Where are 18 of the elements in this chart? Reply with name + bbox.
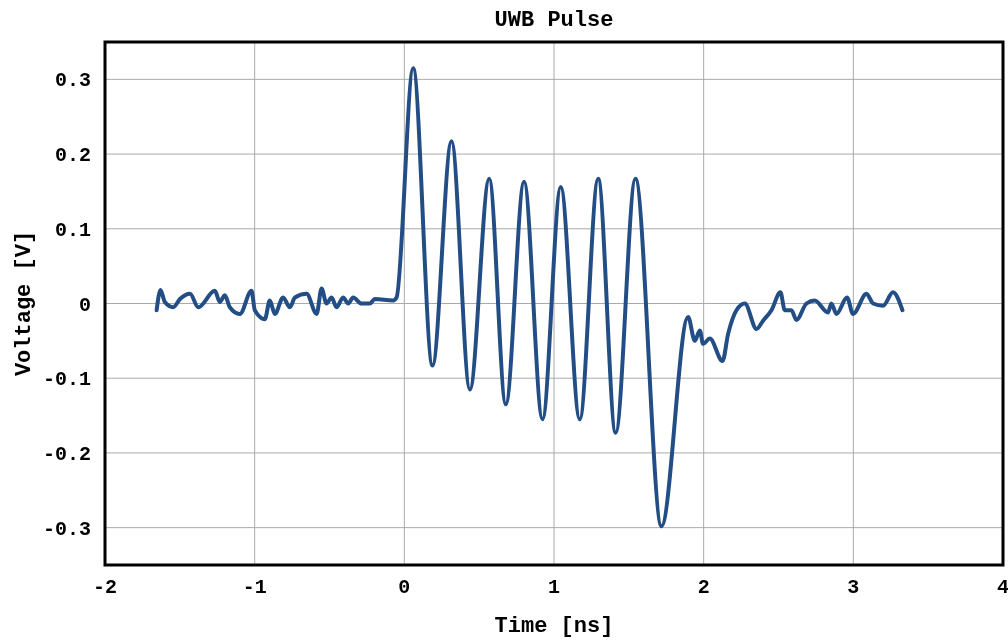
x-axis-title: Time [ns] (494, 614, 614, 639)
line-series (154, 66, 905, 529)
x-tick-label: 2 (697, 576, 710, 599)
x-tick-label: 4 (996, 576, 1008, 599)
x-tick-label: -1 (242, 576, 267, 599)
y-tick-label: 0.1 (54, 218, 91, 242)
y-tick-label: -0.2 (42, 442, 91, 466)
y-tick-label: 0.2 (54, 144, 91, 168)
chart-title: UWB Pulse (494, 8, 614, 33)
y-tick-label: -0.3 (42, 517, 91, 541)
x-tick-label: -2 (92, 576, 118, 599)
y-tick-label: -0.1 (42, 368, 91, 392)
x-tick-label: 0 (398, 576, 411, 599)
x-tick-label: 3 (847, 576, 860, 599)
y-tick-label: 0 (78, 293, 91, 317)
x-tick-label: 1 (547, 576, 561, 599)
y-axis-title: Voltage [V] (12, 230, 37, 377)
y-tick-label: 0.3 (54, 69, 91, 93)
